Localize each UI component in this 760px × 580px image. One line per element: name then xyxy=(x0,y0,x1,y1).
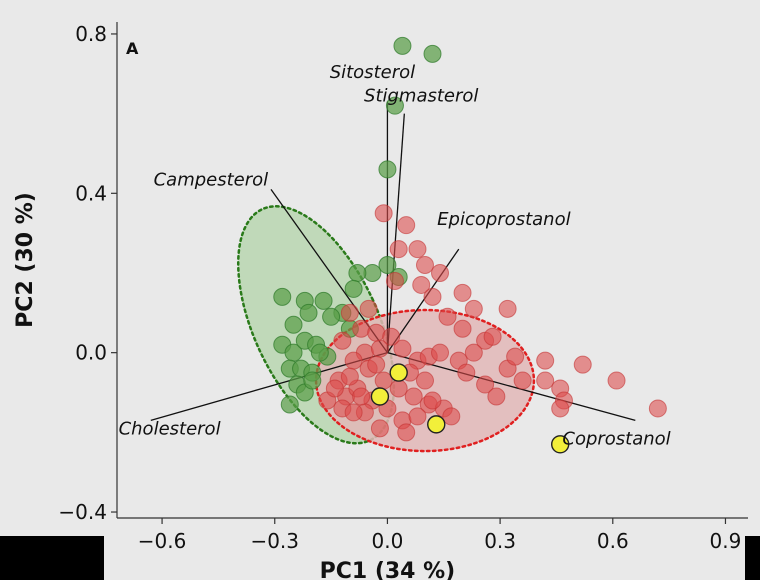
green-point xyxy=(314,291,333,310)
red-point xyxy=(352,319,371,338)
red-point xyxy=(367,323,386,342)
red-point xyxy=(325,379,344,398)
x-tick-label: 0.0 xyxy=(372,529,404,553)
red-point xyxy=(408,407,427,426)
green-point xyxy=(273,287,292,306)
green-point xyxy=(344,279,363,298)
red-point xyxy=(457,363,476,382)
image-crop-mask xyxy=(745,536,760,580)
loading-vector-stigmasterol xyxy=(386,113,405,353)
red-point xyxy=(506,347,525,366)
loading-label-campesterol: Campesterol xyxy=(154,169,269,190)
red-point xyxy=(476,375,495,394)
red-point xyxy=(370,419,389,438)
red-point xyxy=(352,387,371,406)
red-point xyxy=(442,407,461,426)
red-point xyxy=(374,371,393,390)
red-point xyxy=(431,263,450,282)
x-tick-label: −0.3 xyxy=(250,529,299,553)
loading-label-cholesterol: Cholesterol xyxy=(119,418,221,439)
red-point xyxy=(397,216,416,235)
red-point xyxy=(513,371,532,390)
yellow-point xyxy=(551,435,570,454)
red-point xyxy=(374,204,393,223)
red-point xyxy=(344,351,363,370)
red-point xyxy=(431,343,450,362)
red-point xyxy=(385,271,404,290)
red-point xyxy=(389,379,408,398)
green-point xyxy=(322,307,341,326)
red-point xyxy=(551,399,570,418)
x-tick-label: −0.6 xyxy=(138,529,187,553)
green-point xyxy=(378,256,397,275)
y-tick-label: 0.4 xyxy=(75,181,107,205)
y-tick-label: 0.0 xyxy=(75,341,107,365)
green-point xyxy=(303,371,322,390)
red-point xyxy=(408,240,427,259)
red-point xyxy=(367,355,386,374)
red-point xyxy=(487,387,506,406)
yellow-point xyxy=(427,415,446,434)
x-tick-label: 0.6 xyxy=(597,529,629,553)
red-point xyxy=(573,355,592,374)
red-point xyxy=(404,387,423,406)
green-point xyxy=(348,263,367,282)
y-tick-label: 0.8 xyxy=(75,22,107,46)
red-point xyxy=(340,303,359,322)
red-point xyxy=(389,240,408,259)
red-point xyxy=(536,371,555,390)
red-point xyxy=(415,256,434,275)
red-point xyxy=(344,403,363,422)
x-axis-title: PC1 (34 %) xyxy=(320,559,456,580)
red-point xyxy=(607,371,626,390)
loading-label-stigmasterol: Stigmasterol xyxy=(364,86,478,107)
y-tick-label: −0.4 xyxy=(58,500,107,524)
red-point xyxy=(483,327,502,346)
green-point xyxy=(280,395,299,414)
red-point xyxy=(438,307,457,326)
red-point xyxy=(423,287,442,306)
green-point xyxy=(284,315,303,334)
green-point xyxy=(385,96,404,115)
red-point xyxy=(498,299,517,318)
x-tick-label: 0.3 xyxy=(484,529,516,553)
red-point xyxy=(393,339,412,358)
loading-label-coprostanol: Coprostanol xyxy=(562,428,670,449)
green-point xyxy=(299,303,318,322)
red-point xyxy=(648,399,667,418)
yellow-point xyxy=(370,387,390,406)
red-point xyxy=(415,371,434,390)
red-point xyxy=(359,299,378,318)
x-tick-label: 0.9 xyxy=(710,529,742,553)
green-point xyxy=(423,44,442,63)
image-crop-mask xyxy=(0,536,104,580)
green-point xyxy=(378,160,397,179)
red-point xyxy=(464,299,483,318)
green-point xyxy=(393,36,412,55)
red-point xyxy=(382,327,401,346)
red-point xyxy=(536,351,555,370)
red-point xyxy=(453,283,472,302)
y-axis-title: PC2 (30 %) xyxy=(13,192,38,328)
loading-label-epicoprostanol: Epicoprostanol xyxy=(437,209,570,230)
red-point xyxy=(423,391,442,410)
green-point xyxy=(363,263,382,282)
red-point xyxy=(412,275,431,294)
panel-label: A xyxy=(126,39,139,58)
red-point xyxy=(397,423,416,442)
red-point xyxy=(340,367,359,386)
red-point xyxy=(333,331,352,350)
green-point xyxy=(310,343,329,362)
red-point xyxy=(453,319,472,338)
loading-label-sitosterol: Sitosterol xyxy=(330,62,415,83)
red-point xyxy=(464,343,483,362)
yellow-point xyxy=(389,363,408,382)
